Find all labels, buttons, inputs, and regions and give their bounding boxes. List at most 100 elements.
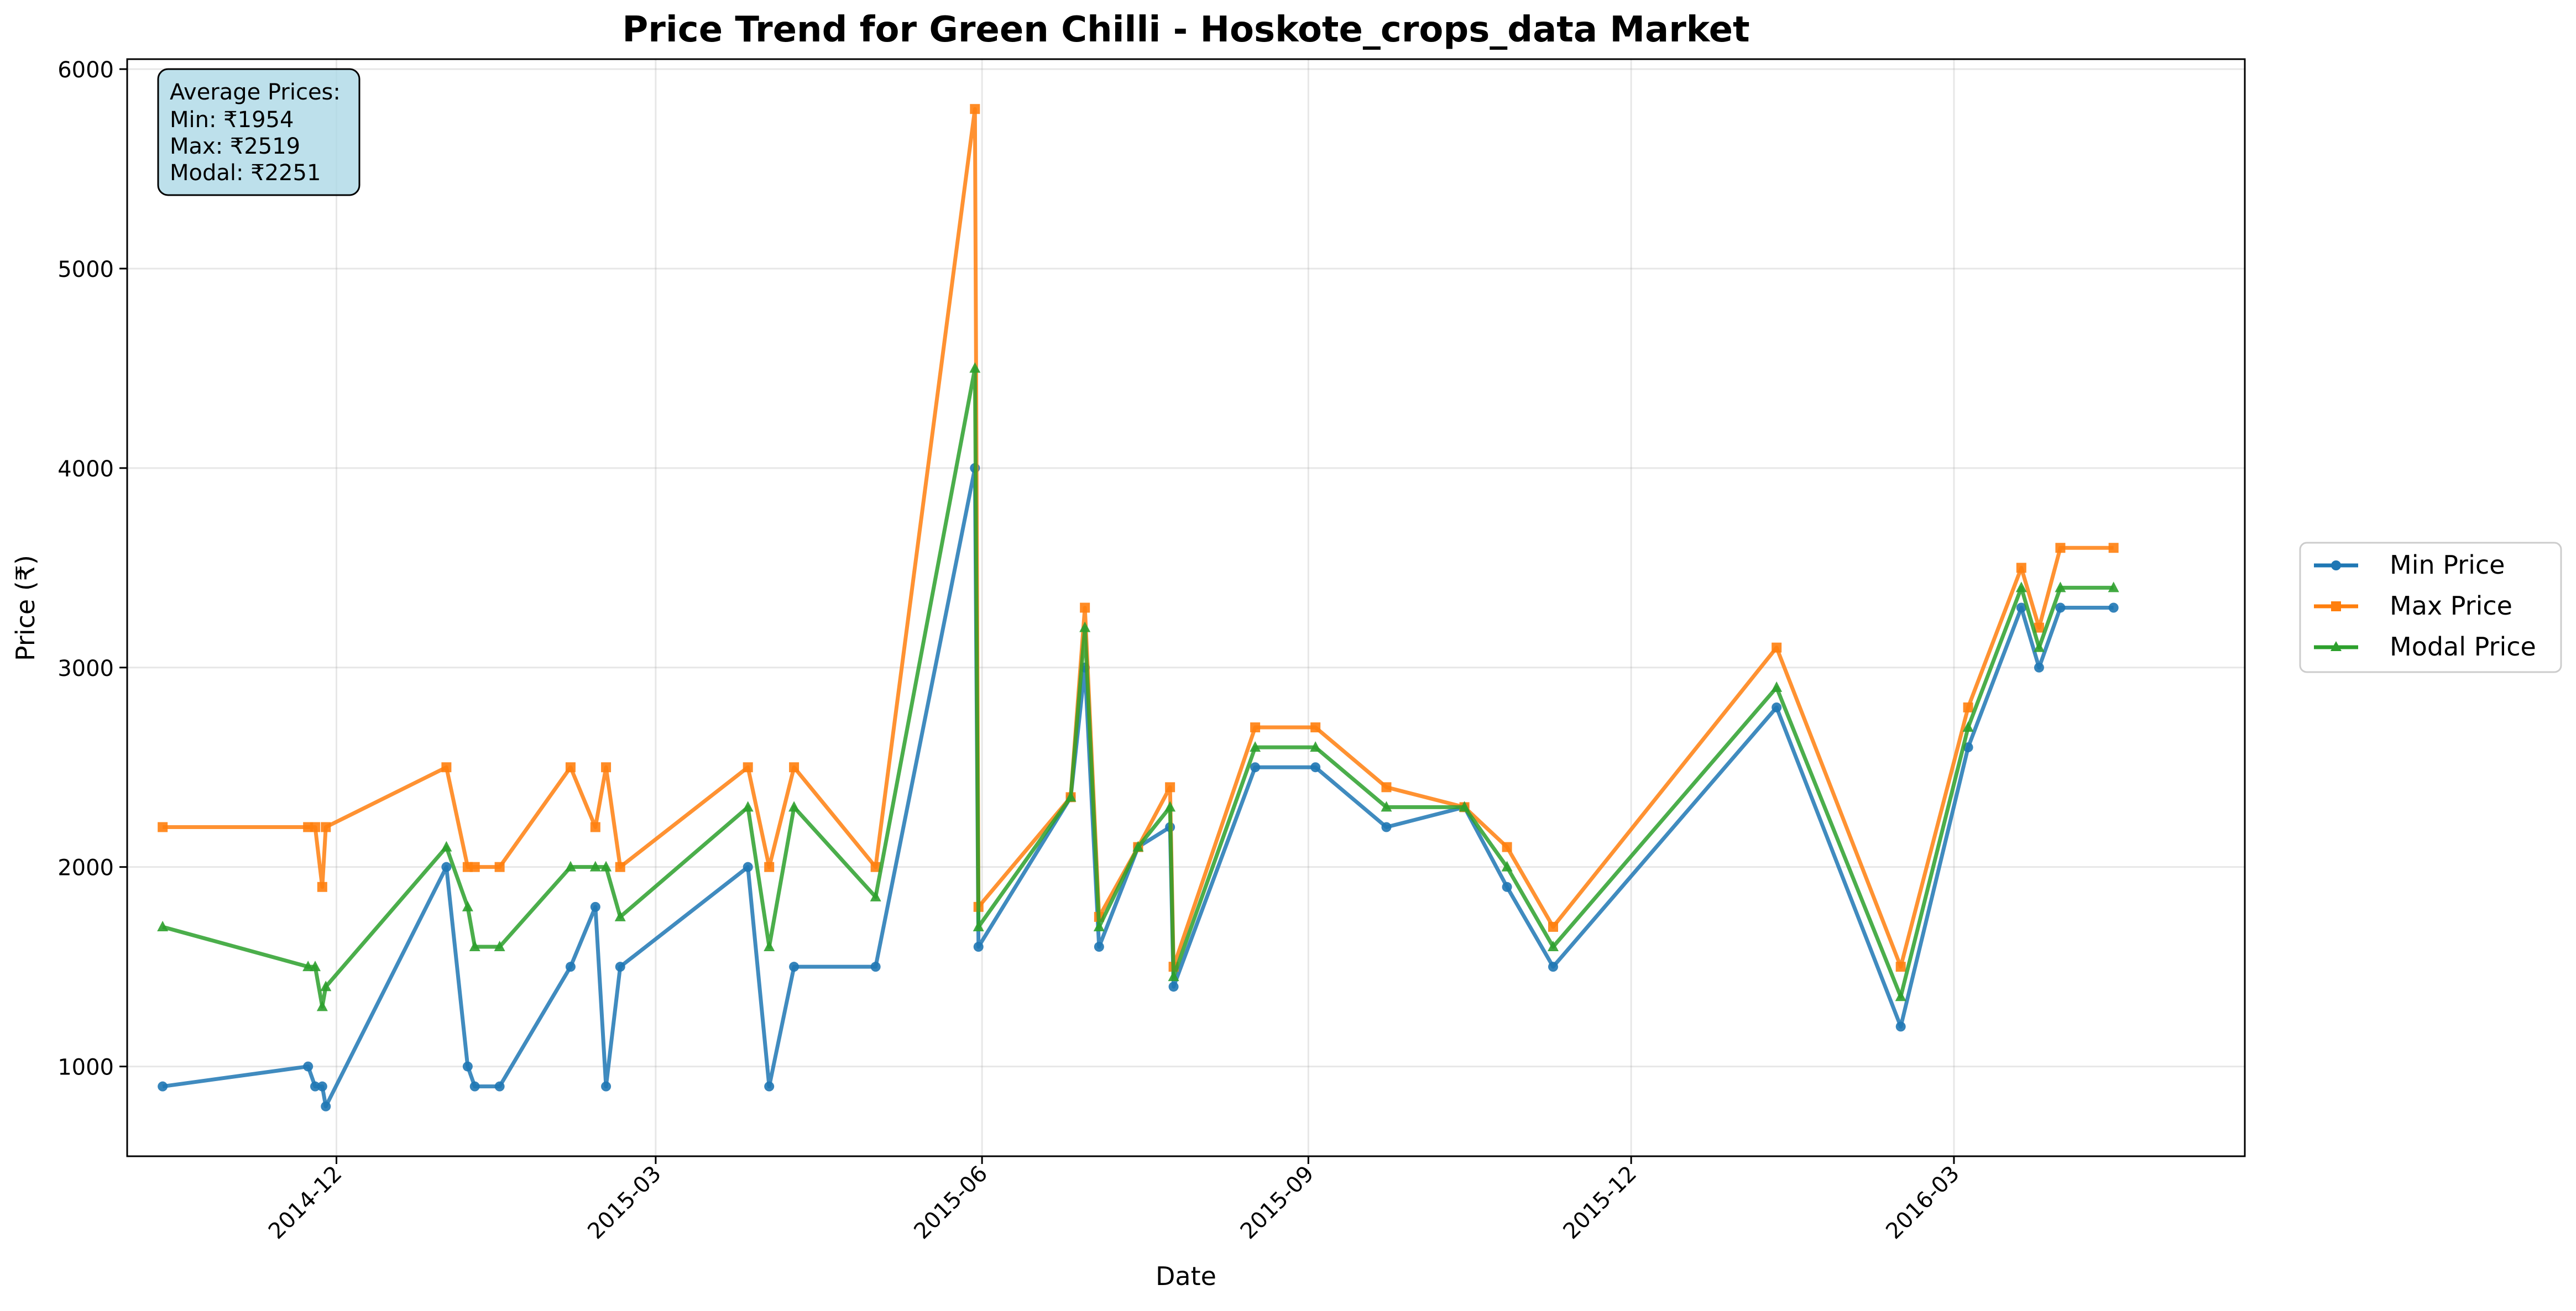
data-point — [789, 762, 800, 773]
data-point — [158, 1081, 168, 1092]
data-point — [1094, 942, 1104, 952]
data-point — [462, 900, 473, 911]
data-point — [310, 961, 321, 972]
data-point — [742, 801, 754, 812]
data-point — [589, 861, 601, 872]
data-point — [764, 862, 775, 872]
data-point — [1065, 791, 1077, 802]
legend-item-max: Max Price — [2314, 591, 2512, 621]
data-point — [615, 962, 625, 972]
data-point — [969, 362, 981, 373]
legend-label-modal: Modal Price — [2390, 632, 2536, 662]
series-modal-price — [157, 362, 2119, 1011]
data-point — [600, 861, 612, 872]
data-point — [590, 822, 600, 832]
data-point — [2055, 581, 2066, 592]
data-point — [1381, 822, 1392, 832]
data-point — [1772, 702, 1782, 712]
data-point — [303, 1061, 313, 1072]
data-point — [320, 980, 332, 992]
data-point — [1310, 722, 1321, 733]
data-point — [1310, 762, 1321, 773]
data-point — [1459, 801, 1470, 812]
data-point — [1772, 642, 1782, 653]
data-point — [565, 762, 576, 773]
legend-marker-modal — [2331, 641, 2342, 651]
data-point — [870, 890, 881, 901]
data-point — [1132, 841, 1144, 852]
data-point — [2034, 622, 2044, 633]
stats-box-background — [157, 68, 360, 196]
data-point — [158, 822, 168, 832]
data-point — [970, 104, 980, 114]
data-point — [1962, 721, 1974, 732]
data-point — [2055, 543, 2066, 553]
data-point — [1250, 741, 1261, 752]
data-point — [1963, 702, 1973, 712]
data-point — [441, 862, 452, 872]
data-point — [310, 1081, 321, 1092]
data-point — [601, 762, 612, 773]
data-point — [1165, 782, 1175, 793]
data-point — [614, 910, 626, 921]
data-point — [1501, 861, 1513, 872]
y-tick-label: 4000 — [58, 457, 114, 482]
y-tick-label: 1000 — [58, 1055, 114, 1081]
data-point — [1381, 782, 1392, 793]
data-point — [870, 862, 881, 872]
data-point — [565, 861, 576, 872]
data-point — [2033, 641, 2045, 652]
data-point — [441, 841, 452, 852]
data-point — [788, 801, 800, 812]
chart-title: Price Trend for Green Chilli - Hoskote_c… — [622, 9, 1749, 50]
data-point — [1168, 982, 1179, 992]
data-point — [2108, 602, 2119, 613]
data-point — [469, 862, 480, 872]
data-point — [2034, 662, 2044, 673]
data-point — [1168, 971, 1179, 982]
data-point — [469, 941, 480, 952]
y-tick-label: 3000 — [58, 656, 114, 681]
data-point — [743, 862, 753, 872]
data-point — [789, 962, 800, 972]
data-point — [2016, 563, 2026, 573]
data-point — [1548, 921, 1558, 932]
legend-frame — [2299, 542, 2562, 673]
data-point — [1079, 621, 1091, 632]
y-tick-label: 5000 — [58, 257, 114, 282]
data-point — [1895, 962, 1906, 972]
data-point — [157, 920, 169, 931]
data-point — [870, 962, 881, 972]
data-point — [1250, 762, 1261, 773]
legend-label-min: Min Price — [2390, 550, 2505, 580]
data-point — [973, 920, 984, 931]
data-point — [764, 1081, 775, 1092]
data-point — [494, 1081, 505, 1092]
data-point — [317, 882, 327, 892]
data-point — [1250, 722, 1261, 733]
data-point — [1771, 681, 1783, 692]
data-point — [1502, 842, 1512, 852]
data-point — [1310, 741, 1321, 752]
legend-label-max: Max Price — [2390, 591, 2512, 621]
data-point — [1080, 602, 1090, 613]
data-point — [2108, 543, 2119, 553]
data-point — [1895, 1021, 1906, 1032]
data-point — [302, 961, 314, 972]
data-point — [2055, 602, 2066, 613]
data-point — [590, 901, 600, 912]
data-point — [601, 1081, 612, 1092]
data-point — [1548, 962, 1558, 972]
stats-box: Average Prices: Min: ₹1954 Max: ₹2519 Mo… — [157, 68, 360, 196]
x-axis-label: Date — [1156, 1261, 1216, 1291]
legend-item-min: Min Price — [2314, 550, 2505, 580]
data-point — [494, 862, 505, 872]
data-point — [494, 941, 505, 952]
data-point — [764, 941, 775, 952]
data-point — [973, 942, 984, 952]
stats-modal: Modal: ₹2251 — [170, 160, 321, 186]
series-group — [157, 104, 2119, 1111]
data-point — [1547, 941, 1559, 952]
